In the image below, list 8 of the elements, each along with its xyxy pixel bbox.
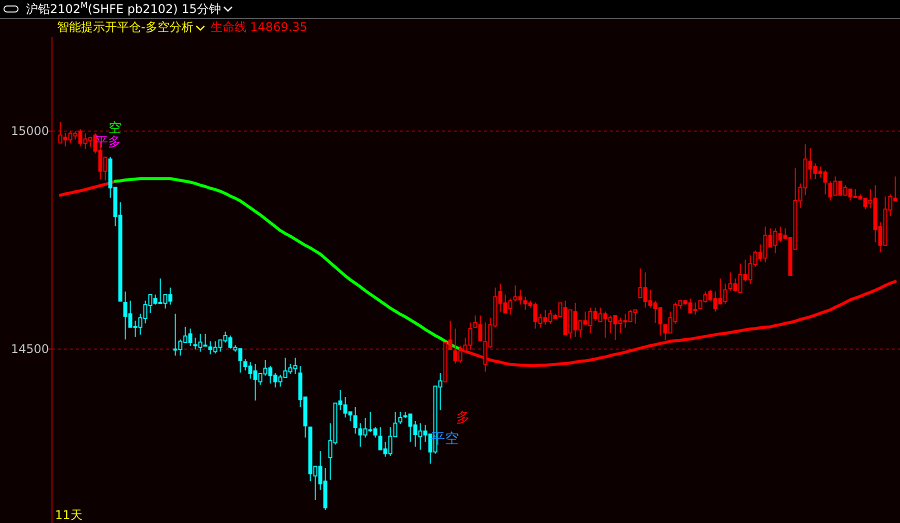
ytick: 14500 <box>10 342 49 356</box>
annotation: 11天 <box>55 508 82 522</box>
ytick: 15000 <box>10 124 49 138</box>
subtitle: 智能提示开平仓-多空分析 <box>57 20 194 34</box>
legend: 生命线 14869.35 <box>210 20 308 34</box>
annotation: 多 <box>456 410 470 426</box>
annotation: 空 <box>108 121 122 136</box>
title: 沪铅2102$^{M}$(SHFE pb2102) 15分钟 <box>26 0 221 16</box>
